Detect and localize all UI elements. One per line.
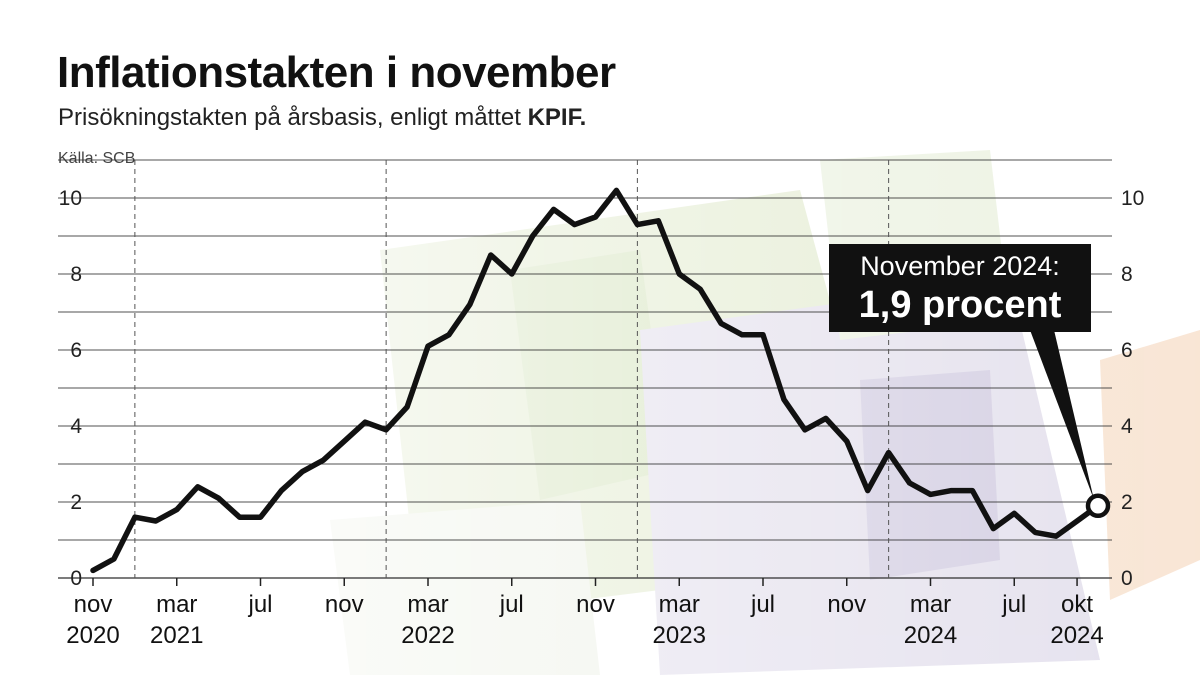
x-tick-label: nov	[74, 591, 113, 618]
y-tick-label-left: 10	[59, 187, 82, 210]
y-tick-label-left: 2	[70, 491, 82, 514]
callout-line2: 1,9 procent	[858, 284, 1062, 326]
x-tick-label: mar	[407, 591, 448, 618]
callout-box: November 2024: 1,9 procent	[829, 244, 1091, 332]
y-tick-label-right: 4	[1121, 415, 1133, 438]
x-tick-label: jul	[499, 591, 524, 618]
x-tick-year-label: 2022	[401, 622, 454, 649]
x-tick-label: mar	[659, 591, 700, 618]
subtitle-text: Prisökningstakten på årsbasis, enligt må…	[58, 104, 521, 131]
x-tick-year-label: 2024	[904, 622, 957, 649]
source-label: Källa: SCB	[58, 150, 136, 167]
callout-line1: November 2024:	[860, 251, 1060, 281]
x-tick-label: nov	[576, 591, 615, 618]
x-tick-year-label: 2024	[1050, 622, 1103, 649]
x-tick-label: jul	[247, 591, 272, 618]
y-tick-label-right: 6	[1121, 339, 1133, 362]
x-tick-label: nov	[325, 591, 364, 618]
y-tick-label-right: 2	[1121, 491, 1133, 514]
x-tick-label: jul	[1001, 591, 1026, 618]
y-tick-label-left: 4	[70, 415, 82, 438]
y-tick-label-right: 10	[1121, 187, 1144, 210]
y-tick-label-right: 8	[1121, 263, 1133, 286]
x-tick-label: okt	[1061, 591, 1093, 618]
y-tick-label-right: 0	[1121, 567, 1133, 590]
y-tick-label-left: 8	[70, 263, 82, 286]
x-tick-year-label: 2021	[150, 622, 203, 649]
x-tick-year-label: 2023	[653, 622, 706, 649]
x-tick-label: mar	[910, 591, 951, 618]
x-tick-label: jul	[750, 591, 775, 618]
x-tick-year-label: 2020	[66, 622, 119, 649]
x-tick-label: nov	[827, 591, 866, 618]
subtitle-bold: KPIF.	[527, 104, 587, 131]
x-tick-label: mar	[156, 591, 197, 618]
y-tick-label-left: 6	[70, 339, 82, 362]
kpif-series-line	[90, 187, 1101, 574]
callout-pointer	[1030, 330, 1094, 500]
subtitle: Prisökningstakten på årsbasis, enligt må…	[58, 104, 586, 132]
highlight-marker	[1085, 493, 1111, 519]
y-tick-label-left: 0	[70, 567, 82, 590]
page-title: Inflationstakten i november	[57, 48, 616, 97]
